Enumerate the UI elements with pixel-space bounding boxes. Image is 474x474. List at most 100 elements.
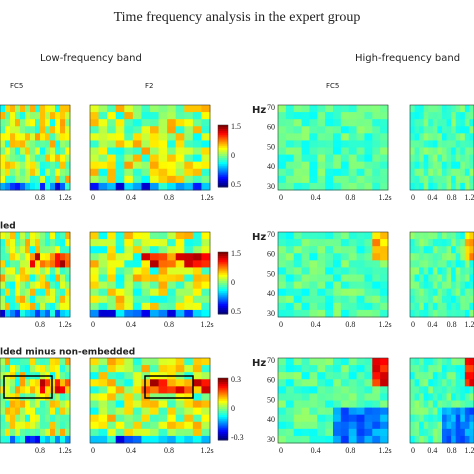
heatmap-cell [293, 379, 303, 387]
heatmap-cell [150, 260, 160, 268]
heatmap-cell [293, 246, 303, 254]
heatmap-cell [65, 309, 71, 318]
heatmap-cell [419, 140, 425, 148]
heatmap-cell [301, 288, 310, 297]
heatmap-cell [451, 421, 457, 430]
heatmap-cell [428, 239, 434, 247]
panel-frame [89, 231, 211, 318]
heatmap-cell [5, 274, 11, 283]
heatmap-cell [167, 379, 177, 387]
heatmap-cell [410, 267, 416, 275]
heatmap-cell [301, 379, 310, 387]
heatmap-cell [455, 133, 461, 141]
heatmap-cell [432, 133, 438, 141]
heatmap-cell [469, 239, 474, 247]
heatmap-cell [60, 232, 66, 240]
heatmap-cell [55, 379, 61, 387]
heatmap-cell [356, 379, 365, 387]
heatmap-cell [309, 232, 318, 240]
heatmap-cell [460, 147, 466, 156]
heatmap-cell [184, 112, 194, 120]
heatmap-cell [60, 372, 66, 380]
heatmap-cell [356, 133, 365, 141]
heatmap-cell [451, 246, 457, 254]
heatmap-cell [98, 147, 108, 156]
heatmap-cell [35, 133, 41, 141]
heatmap-cell [364, 379, 373, 387]
heatmap-cell [90, 175, 100, 184]
heatmap-cell [301, 154, 310, 163]
colorbar-cell [218, 182, 228, 186]
heatmap-cell [372, 182, 381, 191]
heatmap-cell [317, 428, 326, 437]
heatmap-cell [372, 232, 381, 240]
heatmap-cell [10, 414, 16, 423]
heatmap-cell [25, 168, 31, 177]
heatmap-cell [167, 239, 177, 247]
heatmap-cell [333, 435, 342, 444]
heatmap-cell [60, 119, 66, 127]
heatmap-cell [115, 260, 125, 268]
heatmap-cell [356, 246, 365, 254]
heatmap-cell [285, 393, 295, 401]
heatmap-cell [309, 414, 318, 423]
heatmap-cell [293, 435, 303, 444]
heatmap-cell [124, 309, 134, 318]
heatmap-cell [167, 302, 177, 311]
x-tick-label: 0.8 [164, 193, 174, 202]
heatmap-cell [348, 119, 358, 127]
heatmap-cell [175, 358, 185, 366]
heatmap-cell [65, 379, 71, 387]
heatmap-cell [437, 379, 443, 387]
heatmap-cell [278, 274, 287, 283]
heatmap-cell [0, 358, 6, 366]
heatmap-cell [55, 358, 61, 366]
heatmap-cell [414, 421, 420, 430]
heatmap-cell [45, 161, 51, 170]
heatmap-cell [419, 281, 425, 290]
y-tick-label: 50 [267, 142, 275, 151]
colorbar-cell [218, 180, 228, 184]
heatmap-cell [30, 288, 36, 297]
heatmap-cell [124, 372, 134, 380]
heatmap-cell [201, 112, 211, 120]
heatmap-cell [469, 302, 474, 311]
heatmap-cell [60, 358, 66, 366]
heatmap-cell [325, 302, 334, 311]
heatmap-cell [442, 309, 448, 318]
heatmap-cell [167, 274, 177, 283]
heatmap-cell [201, 365, 211, 373]
y-tick-label: 70 [267, 103, 275, 112]
heatmap-cell [428, 126, 434, 134]
heatmap-cell [419, 302, 425, 311]
heatmap-cell [333, 358, 342, 366]
heatmap-cell [25, 246, 31, 254]
colorbar-cell [218, 392, 228, 396]
heatmap-cell [285, 414, 295, 423]
heatmap-cell [432, 140, 438, 148]
heatmap-cell [141, 379, 151, 387]
heatmap-cell [437, 400, 443, 409]
heatmap-cell [340, 161, 350, 170]
heatmap-cell [150, 435, 160, 444]
heatmap-cell [60, 281, 66, 290]
heatmap-cell [115, 232, 125, 240]
heatmap-cell [348, 295, 358, 304]
heatmap-cell [380, 232, 389, 240]
heatmap-cell [455, 246, 461, 254]
heatmap-cell [167, 147, 177, 156]
heatmap-cell [437, 246, 443, 254]
heatmap-cell [10, 140, 16, 148]
colorbar-cell [218, 309, 228, 313]
heatmap-cell [356, 154, 365, 163]
colorbar-cell [218, 264, 228, 267]
heatmap-cell [356, 365, 365, 373]
heatmap-cell [325, 400, 334, 409]
heatmap-cell [380, 435, 389, 444]
heatmap-cell [5, 175, 11, 184]
heatmap-cell [35, 358, 41, 366]
heatmap-cell [141, 386, 151, 394]
heatmap-cell [437, 358, 443, 366]
heatmap-cell [340, 140, 350, 148]
heatmap-cell [60, 182, 66, 191]
